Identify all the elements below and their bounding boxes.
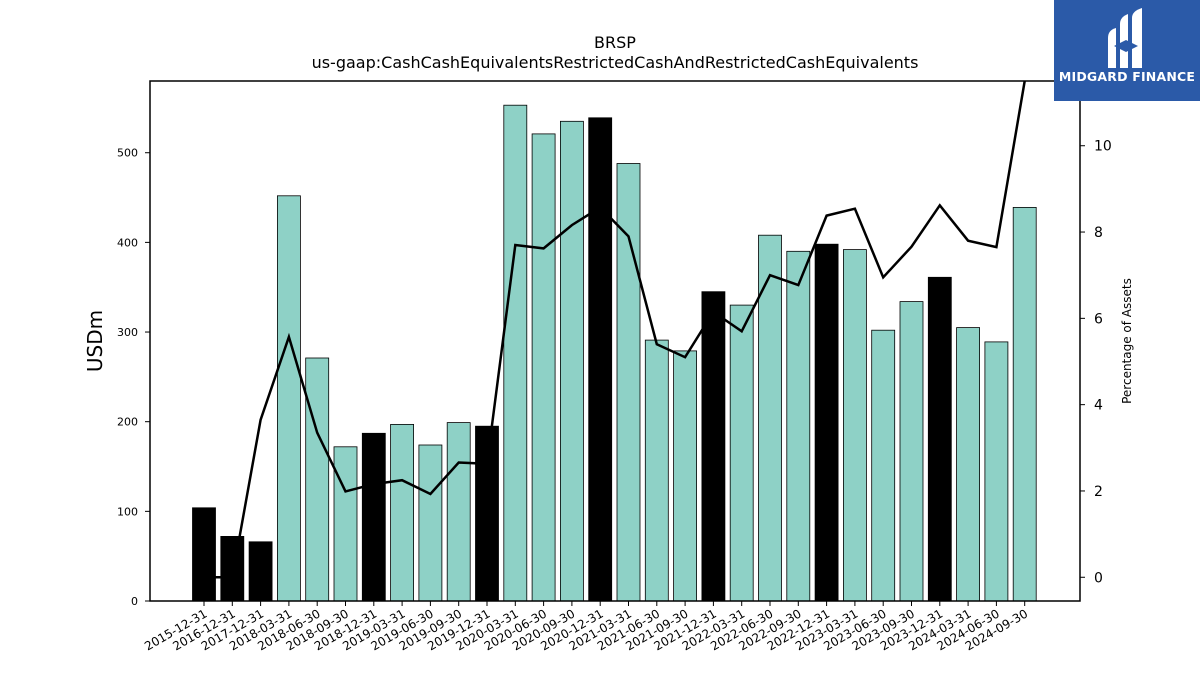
y-tick-label: 500 — [117, 147, 138, 160]
plot-frame — [149, 80, 1081, 602]
y2-axis-label: Percentage of Assets — [1120, 278, 1134, 404]
bar-2023-06-30 — [871, 329, 896, 602]
bar-2023-09-30 — [899, 301, 924, 602]
bar-2020-12-31 — [588, 117, 613, 602]
bar-2015-12-31 — [192, 507, 216, 602]
y2-tick-label: 4 — [1094, 398, 1103, 414]
bar-2020-03-31 — [503, 104, 528, 602]
y-tick-label: 300 — [117, 326, 138, 339]
percentage-line — [204, 81, 1026, 579]
y-tick-label: 400 — [117, 236, 138, 249]
logo: MIDGARD FINANCE — [1054, 0, 1200, 101]
bar-2021-09-30 — [673, 350, 697, 602]
bar-2017-12-31 — [248, 541, 273, 602]
bar-2019-09-30 — [446, 422, 471, 602]
bar-2021-12-31 — [701, 291, 726, 602]
y-axis-label: USDm — [83, 310, 107, 372]
y-tick-label: 0 — [131, 595, 138, 608]
bar-2018-09-30 — [333, 446, 358, 602]
bar-2020-06-30 — [531, 133, 556, 602]
bar-2021-06-30 — [644, 339, 669, 602]
bar-2019-03-31 — [390, 423, 415, 602]
bar-2019-06-30 — [418, 444, 443, 602]
bar-2024-03-31 — [956, 327, 980, 602]
bar-2023-12-31 — [927, 276, 952, 602]
bar-2016-12-31 — [220, 536, 245, 602]
chart-subtitle: us-gaap:CashCashEquivalentsRestrictedCas… — [312, 53, 919, 72]
y2-tick-label: 6 — [1094, 311, 1103, 327]
bar-2022-09-30 — [786, 250, 811, 602]
bar-2022-03-31 — [729, 304, 754, 602]
y2-tick-label: 2 — [1094, 484, 1103, 500]
logo-text: MIDGARD FINANCE — [1058, 69, 1196, 84]
y-tick-label: 100 — [117, 505, 138, 518]
bar-2019-12-31 — [475, 425, 499, 602]
line-group — [204, 81, 1026, 579]
bar-2018-06-30 — [305, 357, 330, 602]
bar-2020-09-30 — [560, 120, 584, 602]
bar-2024-06-30 — [984, 341, 1009, 602]
y2-tick-label: 10 — [1094, 139, 1112, 155]
bar-2018-03-31 — [276, 195, 301, 602]
bar-group — [192, 104, 1037, 602]
y2-tick-label: 0 — [1094, 570, 1103, 586]
bar-2018-12-31 — [361, 432, 386, 602]
bar-2023-03-31 — [843, 249, 867, 602]
midgard-logo-icon — [1108, 8, 1142, 68]
y-tick-label: 200 — [117, 416, 138, 429]
chart-title: BRSP — [594, 33, 636, 52]
y2-tick-label: 8 — [1094, 225, 1103, 241]
bar-2024-09-30 — [1012, 206, 1037, 602]
bar-2022-12-31 — [814, 243, 839, 602]
